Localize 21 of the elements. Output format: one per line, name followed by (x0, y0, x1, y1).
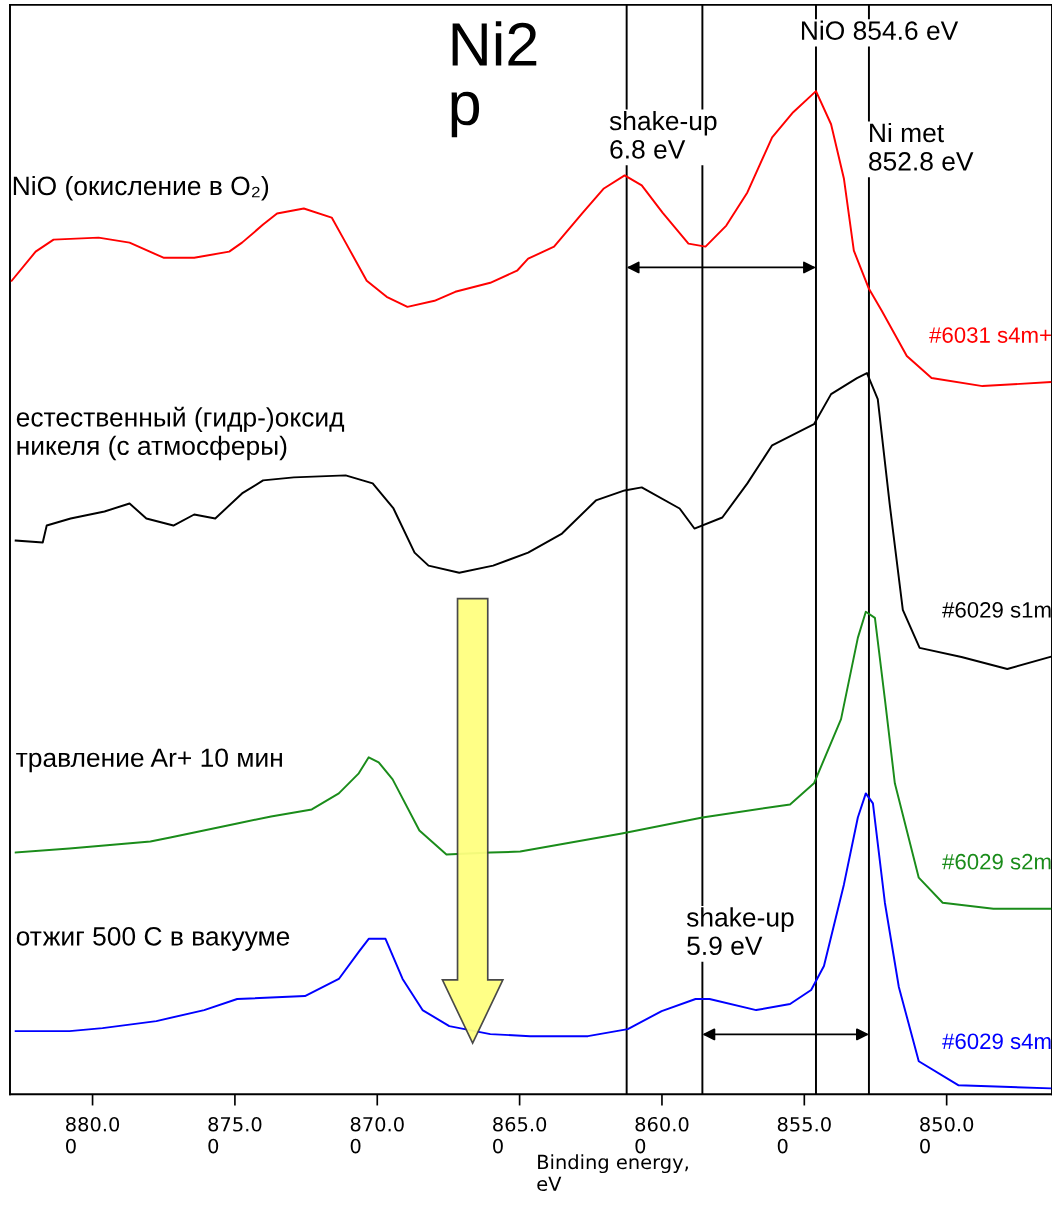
x-tick-label: 855.00 (777, 1116, 831, 1154)
x-tick-label: 870.00 (350, 1116, 404, 1154)
x-tick-label: 875.00 (208, 1116, 262, 1154)
chart-title: Ni2 p (451, 21, 537, 138)
annotation: отжиг 500 С в вакууме (16, 926, 290, 951)
series-label: #6031 s4m+ (929, 327, 1051, 343)
x-tick-label: 880.00 (66, 1116, 120, 1154)
x-tick-label: 860.00 (635, 1116, 689, 1154)
annotation: NiO (окисление в O₂) (13, 175, 269, 201)
annotation: Ni met 852.8 eV (869, 122, 974, 171)
x-tick-label: 850.00 (920, 1116, 974, 1154)
x-axis-title: Binding energy, eV (537, 1154, 688, 1192)
x-tick-label: 865.00 (493, 1116, 547, 1154)
text: NiO 854.6 eV (801, 20, 959, 40)
series-label: #6029 s2m (942, 853, 1051, 870)
annotation: shake-up 5.9 eV (686, 907, 794, 956)
annotation: травление Ar+ 10 мин (16, 748, 282, 773)
annotation: shake-up 6.8 eV (609, 110, 717, 159)
series-label: #6029 s1m (942, 602, 1051, 618)
annotation: естественный (гидр-)оксид никеля (с атмосферы) (16, 406, 345, 461)
series-label: #6029 s4m (942, 1033, 1051, 1050)
